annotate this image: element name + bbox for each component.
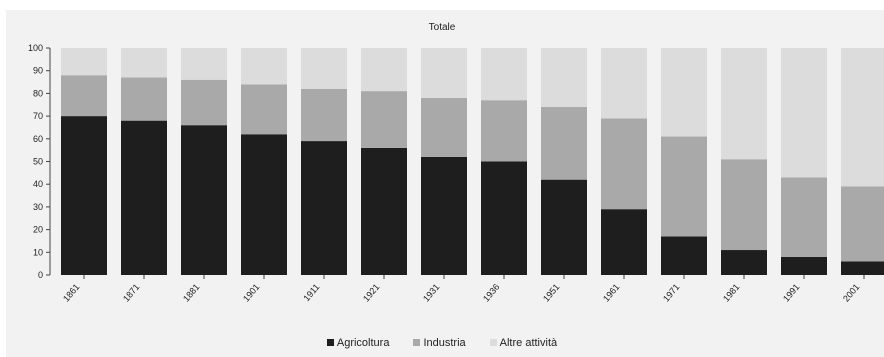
- bar-segment: [721, 48, 767, 160]
- legend-swatch: [489, 339, 497, 346]
- bar-segment: [541, 179, 587, 275]
- bar-segment: [361, 91, 407, 148]
- bar-segment: [241, 134, 287, 275]
- y-axis: 0 10 20 30 40 50 60 70 80 90 100: [28, 43, 51, 280]
- x-tick-label: 2001: [841, 282, 862, 304]
- y-tick-label: 20: [33, 225, 43, 235]
- bar-segment: [661, 48, 707, 137]
- bar-segment: [721, 159, 767, 251]
- x-tick-label: 1931: [421, 282, 442, 304]
- bar-segment: [781, 256, 827, 275]
- bar-segment: [241, 84, 287, 135]
- legend-item: Altre attività: [489, 337, 558, 349]
- legend-item: Industria: [413, 337, 466, 349]
- bar-segment: [601, 118, 647, 210]
- x-tick-label: 1901: [241, 282, 262, 304]
- bar-segment: [121, 77, 167, 121]
- bar-segment: [421, 97, 467, 157]
- bar-segment: [61, 116, 107, 275]
- bar-segment: [301, 48, 347, 89]
- y-tick-label: 70: [33, 111, 43, 121]
- chart-title: Totale: [428, 22, 456, 33]
- x-tick-label: 1981: [721, 282, 742, 304]
- legend: Agricoltura Industria Altre attività: [0, 337, 884, 349]
- bar-segment: [421, 156, 467, 275]
- legend-label: Altre attività: [499, 337, 558, 349]
- bar-segment: [121, 120, 167, 275]
- y-tick-label: 100: [28, 43, 43, 53]
- y-tick-label: 10: [33, 247, 43, 257]
- y-tick-label: 80: [33, 88, 43, 98]
- bar-segment: [601, 48, 647, 119]
- x-tick-label: 1951: [541, 282, 562, 304]
- bar-segment: [661, 236, 707, 275]
- legend-item: Agricoltura: [326, 337, 390, 349]
- x-tick-label: 1936: [481, 282, 502, 304]
- bar-segment: [481, 100, 527, 162]
- bar-segment: [481, 48, 527, 101]
- bar-segment: [781, 177, 827, 257]
- bar-segment: [841, 186, 884, 262]
- legend-swatch: [413, 339, 421, 346]
- bar-segment: [541, 107, 587, 180]
- x-tick-label: 1911: [301, 282, 321, 303]
- x-tick-label: 1921: [361, 282, 382, 304]
- x-axis: 1861 1871 1881 1901 1911 1921 1931 1936 1951 1961…: [61, 275, 865, 304]
- y-tick-label: 90: [33, 66, 43, 76]
- bar-segment: [361, 48, 407, 92]
- bar-segment: [841, 261, 884, 275]
- bar-segment: [61, 75, 107, 117]
- bar-segment: [181, 125, 227, 276]
- bar-segment: [61, 48, 107, 76]
- bar-segment: [601, 209, 647, 275]
- bar-segment: [541, 48, 587, 108]
- bar-segment: [301, 88, 347, 142]
- bar-segment: [781, 48, 827, 178]
- x-tick-label: 1971: [661, 282, 682, 304]
- left-strip: [0, 10, 6, 357]
- legend-swatch: [326, 339, 334, 346]
- y-tick-label: 40: [33, 179, 43, 189]
- legend-label: Industria: [423, 337, 466, 349]
- y-tick-label: 0: [38, 270, 43, 280]
- bars: [61, 48, 884, 276]
- x-tick-label: 1871: [121, 282, 142, 304]
- y-tick-label: 60: [33, 134, 43, 144]
- bar-segment: [121, 48, 167, 78]
- bar-segment: [421, 48, 467, 98]
- y-tick-label: 50: [33, 157, 43, 167]
- bar-segment: [721, 250, 767, 275]
- bar-segment: [301, 141, 347, 275]
- x-tick-label: 1991: [781, 282, 802, 304]
- x-tick-label: 1861: [61, 282, 82, 304]
- bar-segment: [181, 79, 227, 126]
- bar-segment: [361, 147, 407, 275]
- legend-label: Agricoltura: [336, 337, 390, 349]
- bar-segment: [481, 161, 527, 275]
- bar-segment: [241, 48, 287, 85]
- x-tick-label: 1881: [181, 282, 202, 304]
- y-tick-label: 30: [33, 202, 43, 212]
- bar-segment: [841, 48, 884, 187]
- top-strip: [0, 0, 884, 10]
- bar-segment: [181, 48, 227, 80]
- bar-segment: [661, 136, 707, 237]
- x-tick-label: 1961: [601, 282, 622, 304]
